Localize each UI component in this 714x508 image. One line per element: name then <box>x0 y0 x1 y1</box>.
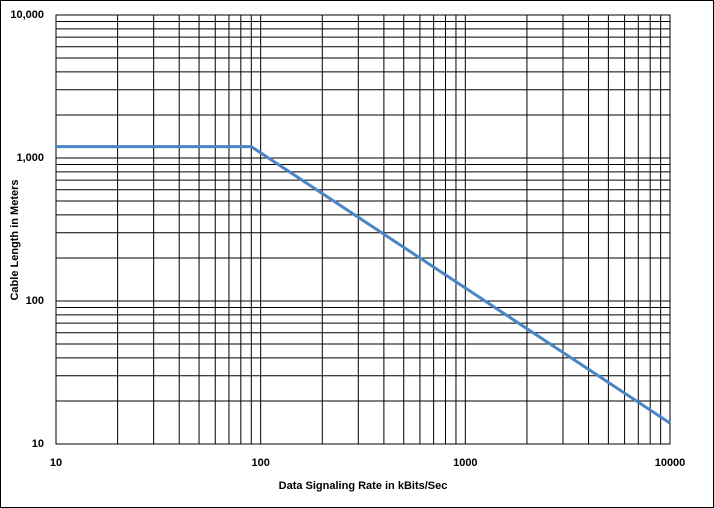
y-tick-label: 100 <box>26 295 44 307</box>
x-tick-label: 10 <box>50 457 62 469</box>
y-tick-label: 1,000 <box>16 152 44 164</box>
plot-border <box>55 14 671 445</box>
x-tick-label: 1000 <box>453 457 477 469</box>
x-tick-label: 10000 <box>655 457 686 469</box>
x-tick-label: 100 <box>251 457 269 469</box>
y-tick-label: 10 <box>32 438 44 450</box>
data-line <box>56 145 671 425</box>
x-axis-label: Data Signaling Rate in kBits/Sec <box>279 480 448 492</box>
y-axis-label: Cable Length in Meters <box>9 179 21 300</box>
y-tick-label: 10,000 <box>10 9 44 21</box>
